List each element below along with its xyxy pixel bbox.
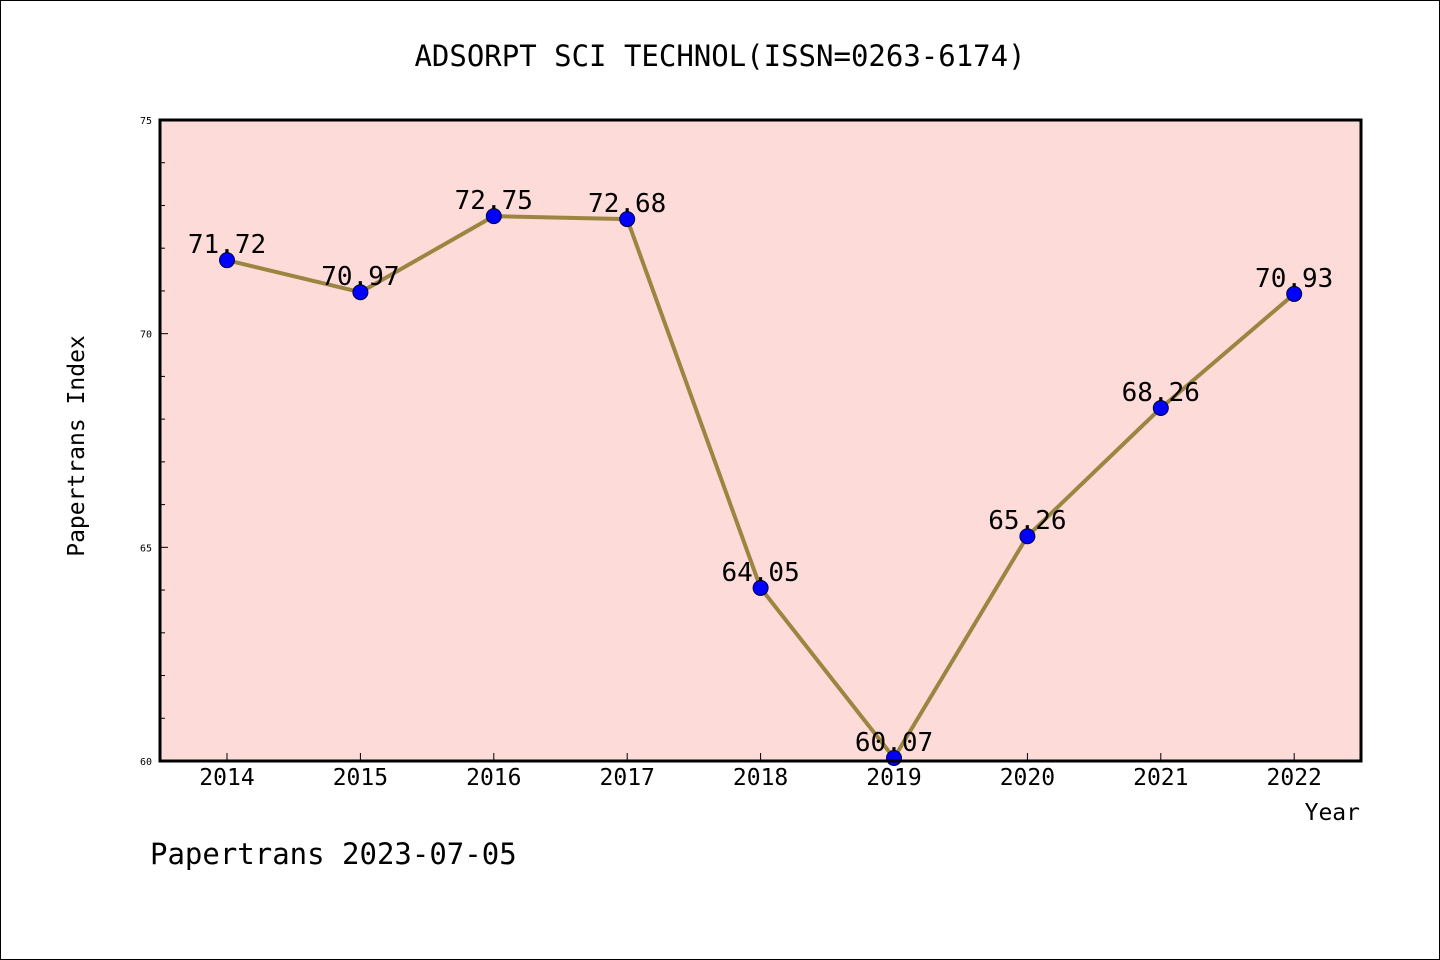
data-label: 70.97: [321, 262, 399, 292]
x-axis: 2014 2015 2016 2017 2018 2019 2020 2021 2022: [199, 753, 1322, 791]
footer-date: Papertrans 2023-07-05: [150, 837, 517, 871]
data-label: 72.68: [588, 189, 666, 219]
x-tick-label: 2014: [199, 765, 254, 791]
data-label: 70.93: [1255, 264, 1333, 294]
data-point: [485, 208, 502, 225]
x-tick-label: 2021: [1133, 765, 1188, 791]
x-axis-label: Year: [1305, 800, 1360, 826]
data-label: 68.26: [1122, 378, 1200, 408]
data-label: 64.05: [721, 558, 799, 588]
data-point: [1019, 528, 1036, 545]
y-tick-label: 75: [140, 116, 152, 127]
data-labels: 71.72 70.97 72.75 72.68 64.05 60.07 65.26 68.26…: [188, 186, 1333, 758]
data-point: [619, 211, 636, 228]
x-tick-label: 2019: [866, 765, 921, 791]
y-tick-label: 70: [140, 330, 152, 341]
data-point: [1286, 285, 1303, 302]
x-tick-label: 2016: [466, 765, 521, 791]
x-tick-label: 2022: [1267, 765, 1322, 791]
plot-border: [158, 118, 1363, 763]
data-label: 60.07: [855, 728, 933, 758]
x-tick-label: 2017: [600, 765, 655, 791]
data-point: [219, 252, 235, 269]
x-tick-label: 2015: [333, 765, 388, 791]
y-axis-label: Papertrans Index: [64, 335, 90, 557]
data-label: 65.26: [988, 506, 1066, 536]
series-group: [219, 208, 1303, 767]
x-tick-label: 2018: [733, 765, 788, 791]
data-label: 72.75: [455, 186, 533, 216]
chart-title: ADSORPT SCI TECHNOL(ISSN=0263-6174): [414, 39, 1025, 73]
data-label: 71.72: [188, 230, 266, 260]
data-point: [752, 579, 769, 596]
y-tick-label: 65: [140, 543, 152, 554]
data-point: [352, 284, 369, 301]
plot-area: [160, 120, 1361, 761]
x-tick-label: 2020: [1000, 765, 1055, 791]
y-tick-label: 60: [140, 757, 152, 768]
data-point: [1152, 400, 1169, 417]
